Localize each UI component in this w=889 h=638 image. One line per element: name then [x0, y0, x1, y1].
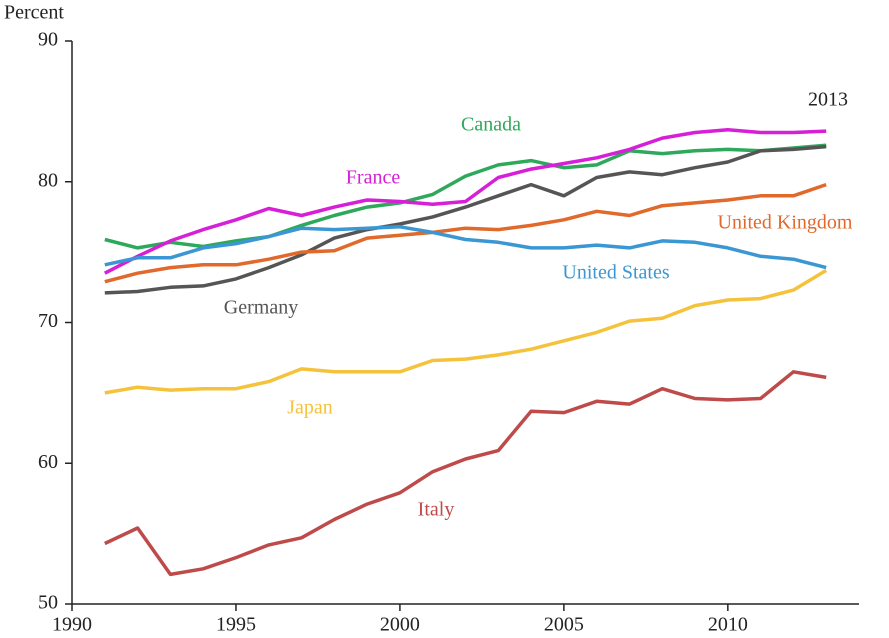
y-tick-label: 70: [38, 310, 58, 332]
y-tick-label: 50: [38, 592, 58, 614]
x-tick-label: 2000: [380, 614, 420, 636]
x-tick-label: 2005: [544, 614, 584, 636]
series-label: Canada: [461, 114, 521, 136]
x-tick-label: 1995: [216, 614, 256, 636]
y-tick-label: 90: [38, 29, 58, 51]
series-label: United States: [562, 262, 669, 284]
series-line: [104, 370, 827, 577]
series-line: [103, 127, 827, 275]
series-line: [104, 143, 827, 250]
y-tick-label: 80: [38, 169, 58, 191]
series-line: [104, 225, 827, 270]
x-tick-label: 2010: [708, 614, 748, 636]
series-line: [104, 144, 827, 295]
x-tick-label: 1990: [52, 614, 92, 636]
series-label: France: [346, 167, 401, 189]
series-label: Germany: [224, 297, 298, 319]
series-label: United Kingdom: [718, 212, 853, 234]
series-label: Italy: [418, 499, 455, 521]
series-line: [104, 182, 827, 284]
series-label: Japan: [287, 397, 333, 419]
annotation: 2013: [808, 89, 848, 111]
y-tick-label: 60: [38, 451, 58, 473]
series-line: [104, 268, 828, 395]
y-axis-label: Percent: [4, 2, 64, 24]
